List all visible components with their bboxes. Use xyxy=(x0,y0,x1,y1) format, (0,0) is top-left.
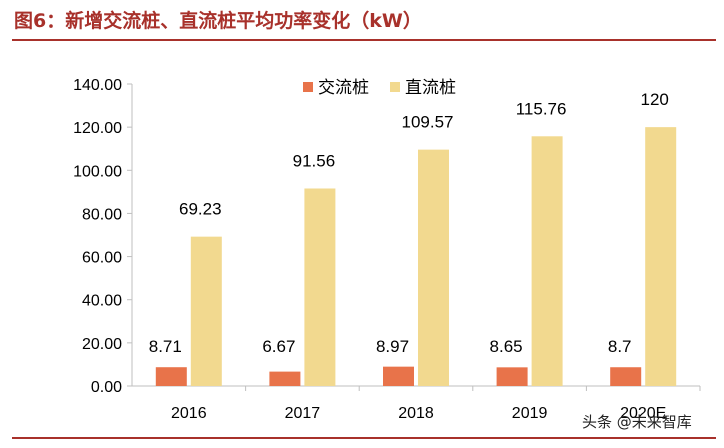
y-tick-label: 0.00 xyxy=(91,379,122,396)
y-tick-label: 20.00 xyxy=(82,336,122,353)
data-label: 120 xyxy=(641,90,669,109)
legend-label: 交流桩 xyxy=(318,78,369,98)
y-tick-label: 60.00 xyxy=(82,250,122,267)
data-label: 6.67 xyxy=(262,337,295,356)
x-tick-label: 2016 xyxy=(171,405,207,422)
data-label: 69.23 xyxy=(179,200,222,219)
x-tick-label: 2020E xyxy=(620,405,666,422)
data-label: 115.76 xyxy=(516,99,567,118)
bar-直流桩 xyxy=(531,136,563,386)
x-tick-label: 2017 xyxy=(285,405,321,422)
bar-直流桩 xyxy=(304,188,336,386)
data-label: 8.7 xyxy=(608,337,632,356)
bottom-rule xyxy=(12,437,716,439)
y-tick-label: 40.00 xyxy=(82,293,122,310)
x-tick-label: 2018 xyxy=(398,405,434,422)
watermark: 头条 @未来智库 xyxy=(582,413,692,431)
legend-swatch-交流桩 xyxy=(303,82,313,92)
legend-swatch-直流桩 xyxy=(390,82,400,92)
x-tick-label: 2019 xyxy=(512,405,548,422)
legend-label: 直流桩 xyxy=(405,78,456,98)
data-label: 8.65 xyxy=(490,337,523,356)
bar-交流桩 xyxy=(610,367,642,386)
y-tick-label: 80.00 xyxy=(82,206,122,223)
bar-交流桩 xyxy=(155,367,187,386)
data-label: 8.97 xyxy=(376,337,409,356)
y-tick-label: 100.00 xyxy=(73,163,122,180)
bar-直流桩 xyxy=(418,149,449,386)
bar-交流桩 xyxy=(383,366,414,386)
data-label: 8.71 xyxy=(149,337,182,356)
bar-交流桩 xyxy=(269,371,301,386)
y-tick-label: 120.00 xyxy=(73,120,122,137)
data-label: 91.56 xyxy=(293,151,336,170)
bar-交流桩 xyxy=(496,367,528,386)
y-tick-label: 140.00 xyxy=(73,77,122,94)
data-label: 109.57 xyxy=(402,113,454,132)
bar-直流桩 xyxy=(645,127,677,387)
bar-直流桩 xyxy=(190,236,222,386)
title-rule xyxy=(12,39,716,41)
figure-title: 图6：新增交流桩、直流桩平均功率变化（kW） xyxy=(14,10,422,32)
